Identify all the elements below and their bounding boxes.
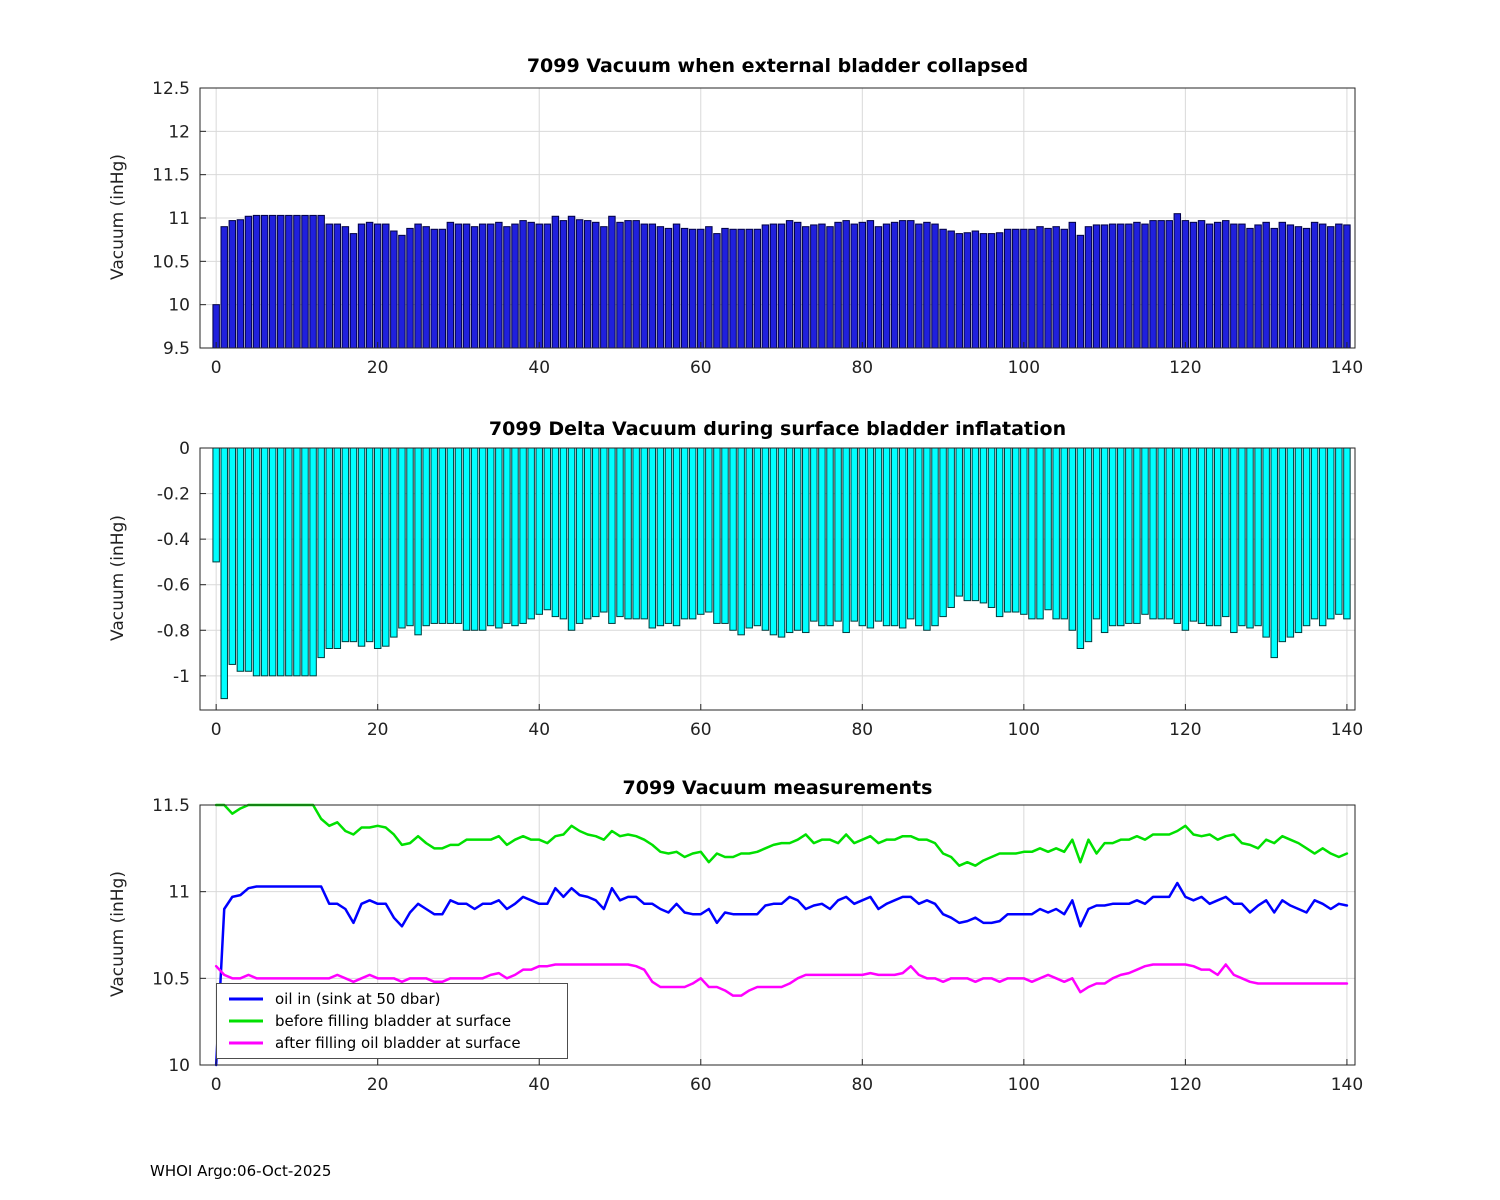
- svg-text:80: 80: [851, 1075, 873, 1095]
- svg-text:11.5: 11.5: [152, 166, 190, 186]
- chart1-bars: [212, 213, 1351, 349]
- legend-item-after-filling: after filling oil bladder at surface: [227, 1032, 557, 1054]
- svg-text:140: 140: [1331, 358, 1363, 378]
- svg-text:20: 20: [367, 1075, 389, 1095]
- legend-item-oil-in: oil in (sink at 50 dbar): [227, 988, 557, 1010]
- svg-text:10: 10: [168, 1056, 190, 1076]
- legend-label-before-filling: before filling bladder at surface: [275, 1012, 512, 1030]
- chart2-ylabel: Vacuum (inHg): [108, 515, 128, 641]
- chart1-ylabel: Vacuum (inHg): [108, 154, 128, 280]
- svg-text:11.5: 11.5: [152, 796, 190, 816]
- svg-text:10: 10: [168, 296, 190, 316]
- svg-text:60: 60: [690, 358, 712, 378]
- svg-text:120: 120: [1169, 1075, 1201, 1095]
- axes-box: [199, 447, 1356, 711]
- svg-text:140: 140: [1331, 1075, 1363, 1095]
- svg-text:0: 0: [211, 1075, 222, 1095]
- svg-text:100: 100: [1008, 358, 1040, 378]
- chart2-title: 7099 Delta Vacuum during surface bladder…: [488, 418, 1067, 440]
- chart3-title: 7099 Vacuum measurements: [622, 777, 933, 799]
- svg-text:-1: -1: [173, 667, 190, 687]
- svg-text:12.5: 12.5: [152, 79, 190, 99]
- footer-text: WHOI Argo:06-Oct-2025: [150, 1162, 332, 1180]
- legend-item-before-filling: before filling bladder at surface: [227, 1010, 557, 1032]
- svg-text:10.5: 10.5: [152, 252, 190, 272]
- svg-text:0: 0: [179, 439, 190, 459]
- tick-labels: 0 20 40 60 80 100 120 140 -1 -0.8 -0.6 -0.4 -0.2 0: [157, 439, 1363, 740]
- svg-text:120: 120: [1169, 720, 1201, 740]
- legend-line-swatch-magenta: [229, 1041, 263, 1045]
- svg-text:20: 20: [367, 358, 389, 378]
- svg-text:9.5: 9.5: [163, 339, 190, 359]
- legend-line-swatch-blue: [229, 997, 263, 1001]
- chart2-bars: [212, 447, 1351, 700]
- chart2-plot: 0 20 40 60 80 100 120 140 -1 -0.8 -0.6 -0.4 -0.2 0: [157, 439, 1363, 740]
- tick-marks: [200, 447, 1348, 710]
- svg-text:80: 80: [851, 358, 873, 378]
- chart3-ylabel: Vacuum (inHg): [108, 871, 128, 997]
- svg-text:20: 20: [367, 720, 389, 740]
- svg-text:140: 140: [1331, 720, 1363, 740]
- svg-text:40: 40: [528, 1075, 550, 1095]
- axes-box: [199, 804, 1356, 1066]
- svg-text:11: 11: [168, 883, 190, 903]
- legend-label-after-filling: after filling oil bladder at surface: [275, 1034, 521, 1052]
- legend-label-oil-in: oil in (sink at 50 dbar): [275, 990, 441, 1008]
- chart3-legend: oil in (sink at 50 dbar) before filling …: [216, 983, 568, 1059]
- svg-text:-0.2: -0.2: [157, 485, 190, 505]
- svg-text:12: 12: [168, 122, 190, 142]
- svg-text:0: 0: [211, 720, 222, 740]
- svg-text:-0.6: -0.6: [157, 576, 190, 596]
- svg-text:-0.4: -0.4: [157, 530, 190, 550]
- chart3-line-series-1: [214, 803, 1349, 867]
- svg-text:11: 11: [168, 209, 190, 229]
- svg-text:0: 0: [211, 358, 222, 378]
- legend-line-swatch-green: [229, 1019, 263, 1023]
- svg-text:80: 80: [851, 720, 873, 740]
- svg-text:100: 100: [1008, 1075, 1040, 1095]
- svg-text:40: 40: [528, 358, 550, 378]
- svg-text:60: 60: [690, 1075, 712, 1095]
- tick-marks: [200, 87, 1348, 349]
- svg-text:60: 60: [690, 720, 712, 740]
- svg-text:-0.8: -0.8: [157, 621, 190, 641]
- svg-text:100: 100: [1008, 720, 1040, 740]
- chart1-title: 7099 Vacuum when external bladder collap…: [526, 55, 1029, 77]
- chart1-plot: 0 20 40 60 80 100 120 140 9.5 10 10.5 11 11.5 12 12.5: [152, 79, 1363, 378]
- tick-marks: [200, 804, 1348, 1066]
- svg-text:120: 120: [1169, 358, 1201, 378]
- tick-labels: 0 20 40 60 80 100 120 140 10 10.5 11 11.5: [152, 796, 1363, 1095]
- svg-text:10.5: 10.5: [152, 969, 190, 989]
- chart3-line-series-2: [214, 963, 1349, 997]
- svg-text:40: 40: [528, 720, 550, 740]
- chart3-line-series-0: [214, 881, 1349, 1067]
- tick-labels: 0 20 40 60 80 100 120 140 9.5 10 10.5 11 11.5 12 12.5: [152, 79, 1363, 378]
